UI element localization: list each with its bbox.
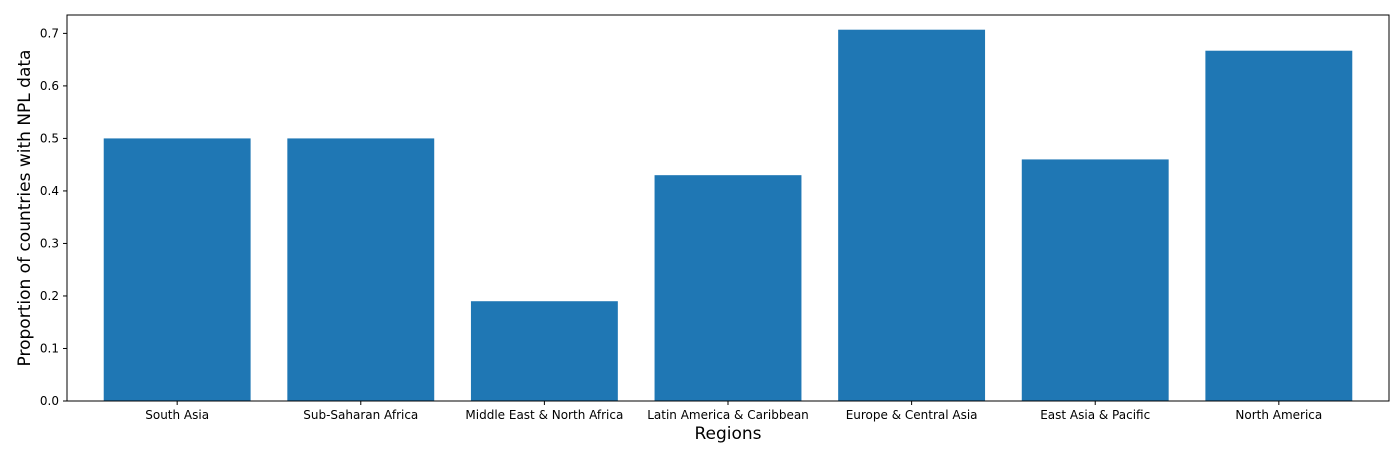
bars-group: [103, 29, 1353, 402]
x-tick-label: Latin America & Caribbean: [647, 408, 809, 422]
y-axis: 0.0 0.1 0.2 0.3 0.4 0.5 0.6 0.7: [40, 26, 67, 408]
bar-0: [103, 138, 251, 401]
y-tick-label: 0.7: [40, 26, 59, 40]
y-tick-label: 0.6: [40, 79, 59, 93]
x-tick-label: Sub-Saharan Africa: [303, 408, 418, 422]
bar-6: [1205, 50, 1353, 402]
x-axis: South Asia Sub-Saharan Africa Middle East …: [145, 401, 1322, 422]
x-axis-title: Regions: [694, 424, 761, 444]
x-tick-label: East Asia & Pacific: [1040, 408, 1150, 422]
bar-4: [838, 29, 986, 401]
y-tick-label: 0.2: [40, 289, 59, 303]
y-tick-label: 0.5: [40, 131, 59, 145]
x-tick-label: Middle East & North Africa: [465, 408, 623, 422]
y-axis-title: Proportion of countries with NPL data: [15, 50, 35, 367]
bar-1: [287, 138, 435, 401]
x-tick-label: South Asia: [145, 408, 209, 422]
plot-frame: [66, 14, 1390, 402]
bar-2: [470, 301, 618, 401]
y-tick-label: 0.0: [40, 394, 59, 408]
y-tick-label: 0.1: [40, 341, 59, 355]
x-tick-label: Europe & Central Asia: [846, 408, 978, 422]
y-tick-label: 0.4: [40, 184, 59, 198]
bar-5: [1021, 159, 1169, 401]
bar-3: [654, 175, 802, 401]
x-tick-label: North America: [1235, 408, 1322, 422]
y-tick-label: 0.3: [40, 236, 59, 250]
